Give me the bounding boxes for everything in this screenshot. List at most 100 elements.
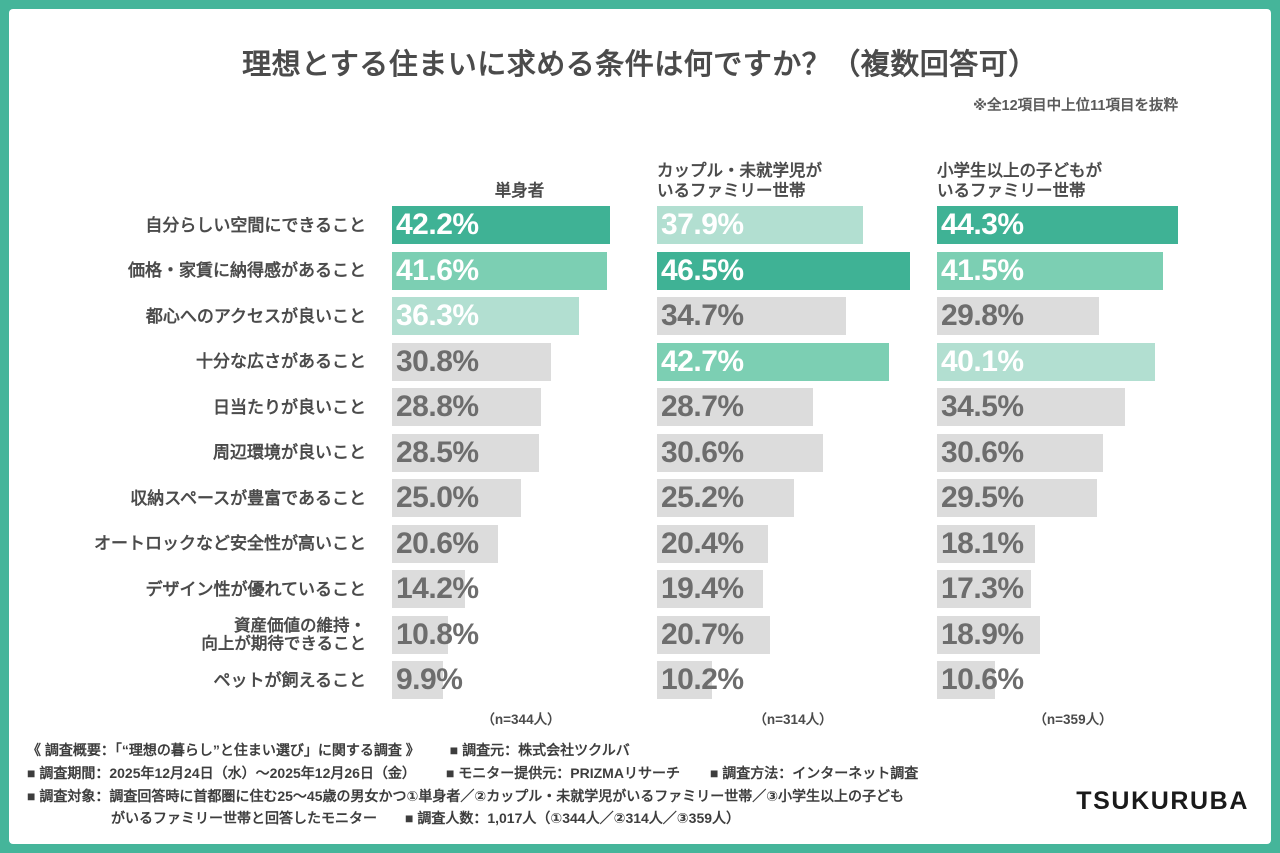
- chart-row: 資産価値の維持・ 向上が期待できること 10.8% 20.7% 18.9%: [9, 613, 1271, 659]
- sample-size-row: （n=344人） （n=314人） （n=359人）: [9, 704, 1271, 730]
- bar: [937, 524, 1036, 563]
- bar-cell: 10.8%: [392, 615, 650, 654]
- sample-size-couple-preschool: （n=314人）: [753, 711, 833, 727]
- survey-overview-label: 《 調査概要：「“理想の暮らし”と住まい選び」に関する調査 》: [27, 742, 420, 759]
- infographic-card: 理想とする住まいに求める条件は何ですか？（複数回答可） ※全12項目中上位11項…: [9, 9, 1271, 844]
- bar-value: 19.4%: [661, 572, 744, 605]
- row-label-line2: 向上が期待できること: [201, 635, 366, 654]
- bar-value: 42.7%: [661, 344, 744, 378]
- column-header-schoolage-line2: いるファミリー世帯: [937, 181, 1086, 200]
- bar: [392, 297, 580, 335]
- survey-target-cont: がいるファミリー世帯と回答したモニター: [111, 810, 377, 827]
- bar: [937, 297, 1100, 335]
- bar-cell: 25.2%: [657, 479, 929, 517]
- column-header-couple-preschool: カップル・未就学児が いるファミリー世帯: [657, 161, 922, 201]
- bar-value: 46.5%: [661, 253, 744, 287]
- bar: [657, 615, 770, 654]
- bar-value: 10.2%: [661, 663, 744, 696]
- bar-value: 42.2%: [396, 208, 479, 241]
- row-label: デザイン性が優れていること: [145, 579, 367, 599]
- bar-value: 25.0%: [396, 481, 479, 514]
- bar: [657, 524, 768, 563]
- chart-row: 周辺環境が良いこと 28.5% 30.6% 30.6%: [9, 431, 1271, 477]
- bar: [937, 342, 1156, 381]
- row-label: 都心へのアクセスが良いこと: [145, 306, 366, 326]
- bar-value: 30.6%: [661, 435, 744, 469]
- chart-row: ペットが飼えること 9.9% 10.2% 10.6%: [9, 658, 1271, 704]
- bar: [657, 479, 795, 517]
- tsukuruba-logo: TSUKURUBA: [1076, 787, 1249, 815]
- bar-value: 30.8%: [396, 344, 479, 378]
- bar-cell: 41.5%: [937, 251, 1209, 290]
- bar-value: 18.1%: [941, 526, 1024, 560]
- column-header-schoolage-line1: 小学生以上の子どもが: [937, 161, 1102, 180]
- column-header-schoolage: 小学生以上の子どもが いるファミリー世帯: [937, 161, 1202, 201]
- survey-source: ■ 調査元：株式会社ツクルバ: [449, 742, 630, 759]
- column-header-couple-preschool-line1: カップル・未就学児が: [657, 161, 822, 180]
- chart-rows: 自分らしい空間にできること 42.2% 37.9% 44.3% 価格・家賃に納得感がある…: [9, 203, 1271, 704]
- bar-cell: 28.5%: [392, 433, 650, 472]
- bar-value: 20.7%: [661, 617, 744, 651]
- bar: [392, 479, 521, 517]
- bar: [392, 615, 448, 654]
- bar-value: 20.4%: [661, 526, 744, 560]
- bar-cell: 41.6%: [392, 251, 650, 290]
- bar: [937, 388, 1125, 426]
- survey-period: ■ 調査期間：2025年12月24日（水）〜2025年12月26日（金）: [27, 764, 416, 781]
- bar-cell: 42.7%: [657, 342, 929, 381]
- bar-cell: 19.4%: [657, 570, 929, 608]
- footer-line-1: 《 調査概要：「“理想の暮らし”と住まい選び」に関する調査 》 ■ 調査元：株式…: [23, 739, 1257, 762]
- bar: [937, 661, 995, 699]
- bar-cell: 34.7%: [657, 297, 929, 335]
- chart-row: 十分な広さがあること 30.8% 42.7% 40.1%: [9, 340, 1271, 386]
- bar-value: 41.5%: [941, 253, 1024, 287]
- bar-cell: 29.5%: [937, 479, 1209, 517]
- bar-cell: 10.2%: [657, 661, 929, 699]
- bar-value: 29.5%: [941, 481, 1024, 514]
- bar-cell: 20.7%: [657, 615, 929, 654]
- bar-cell: 20.4%: [657, 524, 929, 563]
- chart-row: デザイン性が優れていること 14.2% 19.4% 17.3%: [9, 567, 1271, 613]
- bar-value: 28.5%: [396, 435, 479, 469]
- bar: [657, 661, 713, 699]
- bar-value: 30.6%: [941, 435, 1024, 469]
- column-header-couple-preschool-line2: いるファミリー世帯: [657, 181, 806, 200]
- bar-value: 9.9%: [396, 663, 463, 696]
- chart-row: 都心へのアクセスが良いこと 36.3% 34.7% 29.8%: [9, 294, 1271, 340]
- bar-cell: 46.5%: [657, 251, 929, 290]
- bar-cell: 10.6%: [937, 661, 1209, 699]
- bar: [657, 206, 864, 244]
- bar-value: 18.9%: [941, 617, 1024, 651]
- bar: [657, 388, 814, 426]
- chart-row: 収納スペースが豊富であること 25.0% 25.2% 29.5%: [9, 476, 1271, 522]
- bar: [937, 570, 1032, 608]
- bar-value: 17.3%: [941, 572, 1024, 605]
- bar-value: 40.1%: [941, 344, 1024, 378]
- bar: [937, 615, 1040, 654]
- row-label: 価格・家賃に納得感があること: [128, 261, 366, 281]
- bar-cell: 42.2%: [392, 206, 650, 244]
- bar-cell: 17.3%: [937, 570, 1209, 608]
- row-label: 十分な広さがあること: [196, 352, 366, 372]
- footer-line-3: ■ 調査対象：調査回答時に首都圏に住む25〜45歳の男女かつ①単身者／②カップル…: [23, 785, 1257, 808]
- bar-value: 20.6%: [396, 526, 479, 560]
- bar-cell: 40.1%: [937, 342, 1209, 381]
- bar-cell: 14.2%: [392, 570, 650, 608]
- survey-respondent-count: ■ 調査人数：1,017人（①344人／②314人／③359人）: [405, 810, 741, 827]
- chart-row: オートロックなど安全性が高いこと 20.6% 20.4% 18.1%: [9, 522, 1271, 568]
- bar-value: 14.2%: [396, 572, 479, 605]
- bar-cell: 30.6%: [657, 433, 929, 472]
- bar-chart: 単身者 カップル・未就学児が いるファミリー世帯 小学生以上の子どもが いるファ…: [9, 145, 1271, 730]
- row-label: 日当たりが良いこと: [213, 397, 366, 417]
- bar-value: 10.6%: [941, 663, 1024, 696]
- monitor-provider: ■ モニター提供元：PRIZMAリサーチ: [445, 764, 680, 781]
- bar-value: 28.8%: [396, 390, 479, 423]
- bar: [392, 570, 466, 608]
- bar: [392, 524, 499, 563]
- survey-target: ■ 調査対象：調査回答時に首都圏に住む25〜45歳の男女かつ①単身者／②カップル…: [27, 787, 905, 804]
- bar-cell: 9.9%: [392, 661, 650, 699]
- footer: 《 調査概要：「“理想の暮らし”と住まい選び」に関する調査 》 ■ 調査元：株式…: [9, 739, 1271, 830]
- bar: [657, 297, 846, 335]
- bar-cell: 20.6%: [392, 524, 650, 563]
- bar-cell: 36.3%: [392, 297, 650, 335]
